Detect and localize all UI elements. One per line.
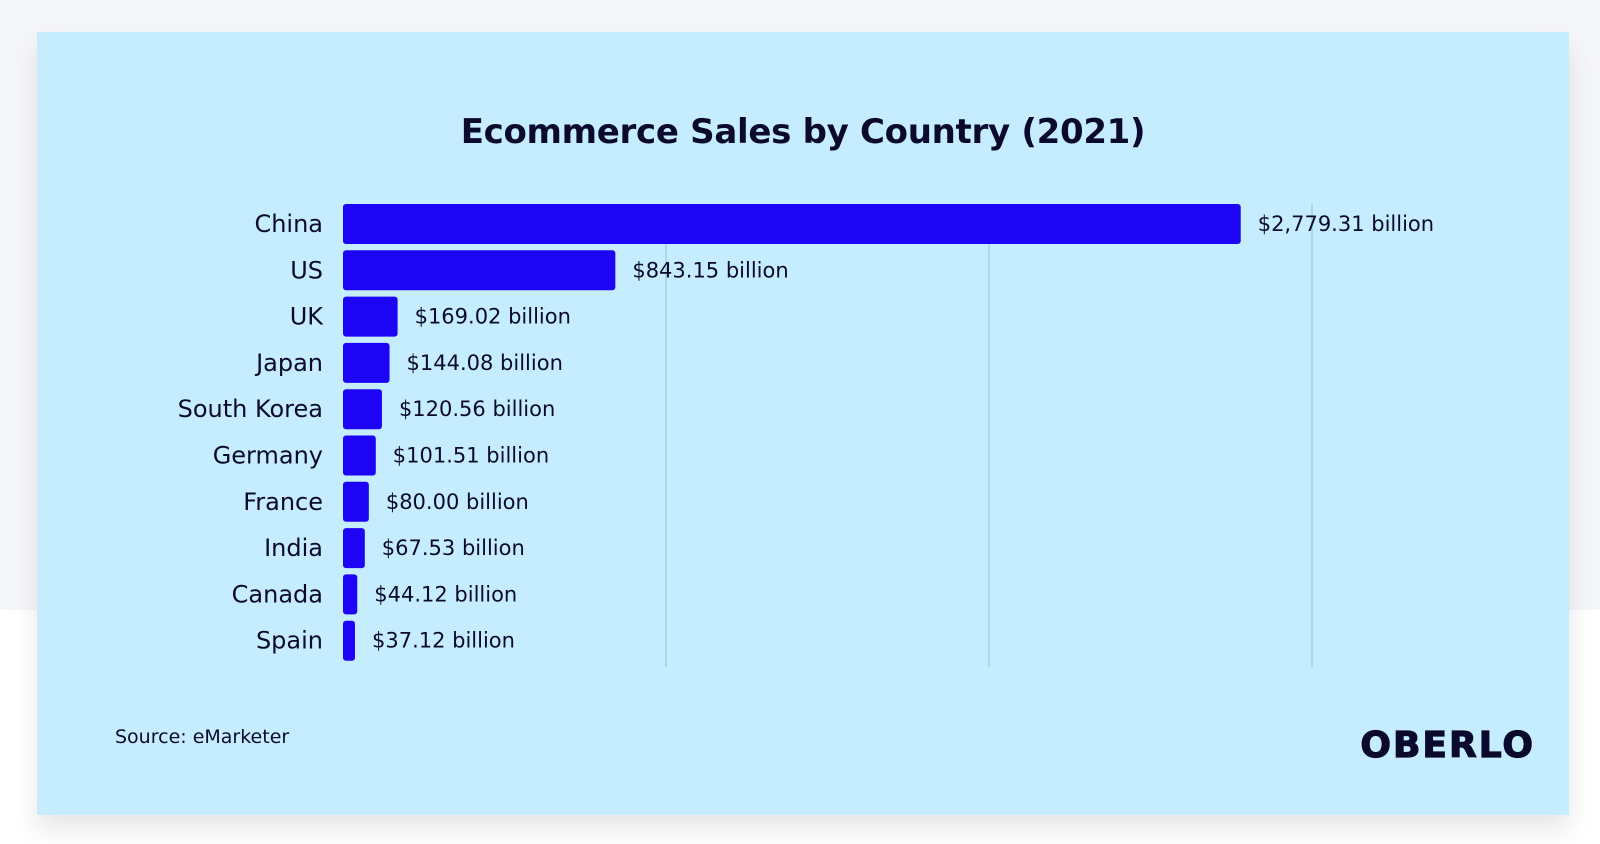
category-label-us: US	[290, 256, 323, 284]
bar-japan	[343, 342, 390, 383]
value-label-japan: $144.08 billion	[407, 351, 563, 375]
oberlo-logo: OBERLO	[1360, 724, 1535, 766]
gridlines	[665, 204, 1313, 667]
category-label-south-korea: South Korea	[178, 395, 323, 423]
chart-card: Ecommerce Sales by Country (2021) China $…	[37, 32, 1569, 815]
labels: China $2,779.31 billion US $843.15 billion U…	[178, 210, 1435, 655]
category-label-france: France	[243, 488, 323, 516]
bar-canada	[343, 574, 358, 615]
value-label-south-korea: $120.56 billion	[399, 397, 555, 421]
value-label-canada: $44.12 billion	[374, 582, 517, 606]
bar-spain	[343, 620, 355, 661]
bar-france	[343, 481, 369, 522]
bars	[343, 204, 1241, 661]
value-label-china: $2,779.31 billion	[1258, 212, 1434, 236]
category-label-spain: Spain	[256, 627, 323, 655]
source-note: Source: eMarketer	[115, 726, 290, 748]
bar-germany	[343, 435, 376, 476]
chart-title: Ecommerce Sales by Country (2021)	[460, 112, 1146, 152]
category-label-uk: UK	[290, 303, 325, 331]
category-label-germany: Germany	[213, 442, 323, 470]
value-label-spain: $37.12 billion	[372, 629, 515, 653]
value-label-us: $843.15 billion	[632, 258, 788, 282]
value-label-germany: $101.51 billion	[393, 444, 549, 468]
category-label-japan: Japan	[254, 349, 323, 377]
value-label-uk: $169.02 billion	[415, 305, 571, 329]
bar-india	[343, 528, 365, 569]
bar-south-korea	[343, 389, 382, 430]
category-label-china: China	[254, 210, 323, 238]
category-label-canada: Canada	[232, 580, 323, 608]
value-label-france: $80.00 billion	[386, 490, 529, 514]
bar-chart: China $2,779.31 billion US $843.15 billion U…	[178, 204, 1435, 667]
bar-us	[343, 250, 616, 291]
value-label-india: $67.53 billion	[382, 536, 525, 560]
category-label-india: India	[264, 534, 323, 562]
bar-uk	[343, 296, 398, 337]
bar-china	[343, 204, 1241, 244]
